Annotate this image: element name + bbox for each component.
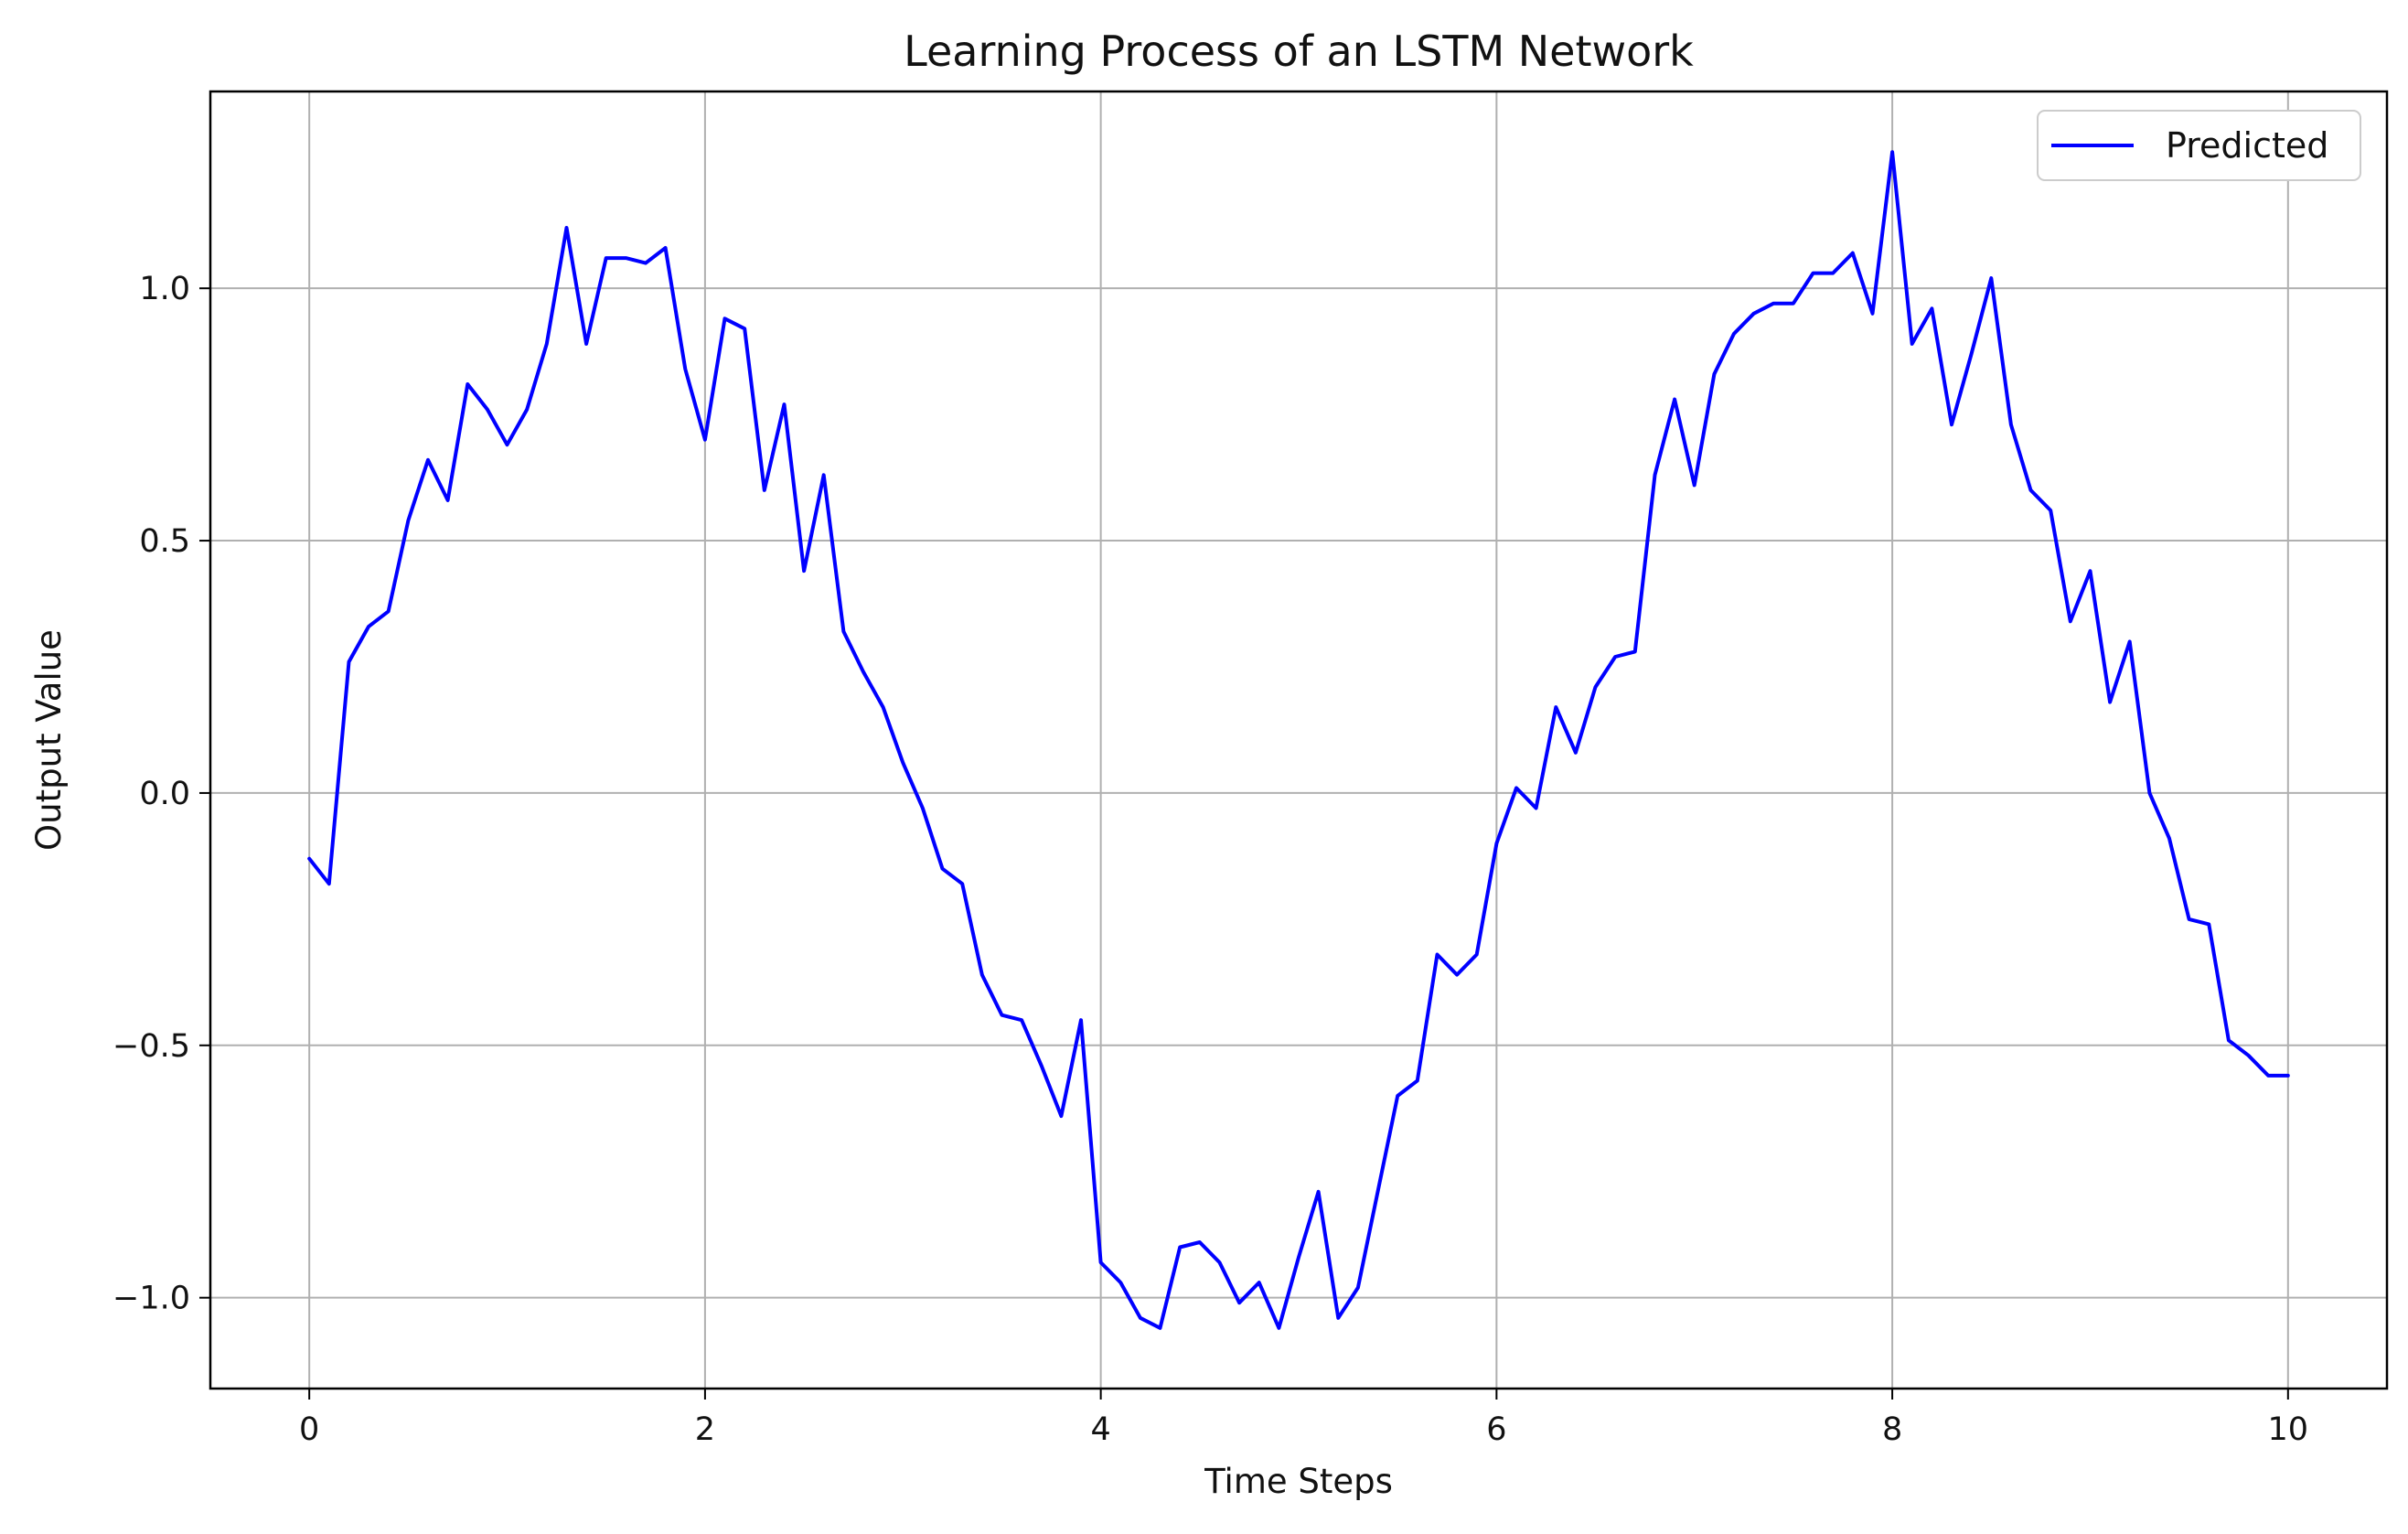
- y-tick-label: 1.0: [139, 271, 190, 307]
- grid: [210, 91, 2387, 1389]
- legend-label-predicted: Predicted: [2166, 125, 2328, 166]
- y-tick-label: −1.0: [112, 1281, 190, 1317]
- x-tick-label: 4: [1090, 1411, 1110, 1448]
- plot-area: [307, 150, 2290, 1330]
- y-tick-label: 0.5: [139, 523, 190, 560]
- series-line-predicted: [307, 150, 2290, 1330]
- x-tick-label: 8: [1882, 1411, 1902, 1448]
- y-tick-label: −0.5: [112, 1028, 190, 1065]
- plot-frame: [209, 90, 2389, 1390]
- x-axis-label: Time Steps: [1204, 1462, 1393, 1501]
- x-tick-label: 6: [1486, 1411, 1506, 1448]
- x-tick-label: 10: [2268, 1411, 2309, 1448]
- legend: Predicted: [2037, 110, 2361, 181]
- x-tick-label: 2: [695, 1411, 715, 1448]
- y-axis: −1.0 −0.5 0.0 0.5 1.0: [112, 271, 210, 1317]
- y-tick-label: 0.0: [139, 776, 190, 812]
- x-tick-label: 0: [299, 1411, 319, 1448]
- x-axis: 0 2 4 6 8 10: [299, 1389, 2308, 1448]
- legend-box: [2037, 110, 2361, 181]
- chart-title: Learning Process of an LSTM Network: [904, 27, 1694, 76]
- y-axis-label: Output Value: [29, 629, 69, 851]
